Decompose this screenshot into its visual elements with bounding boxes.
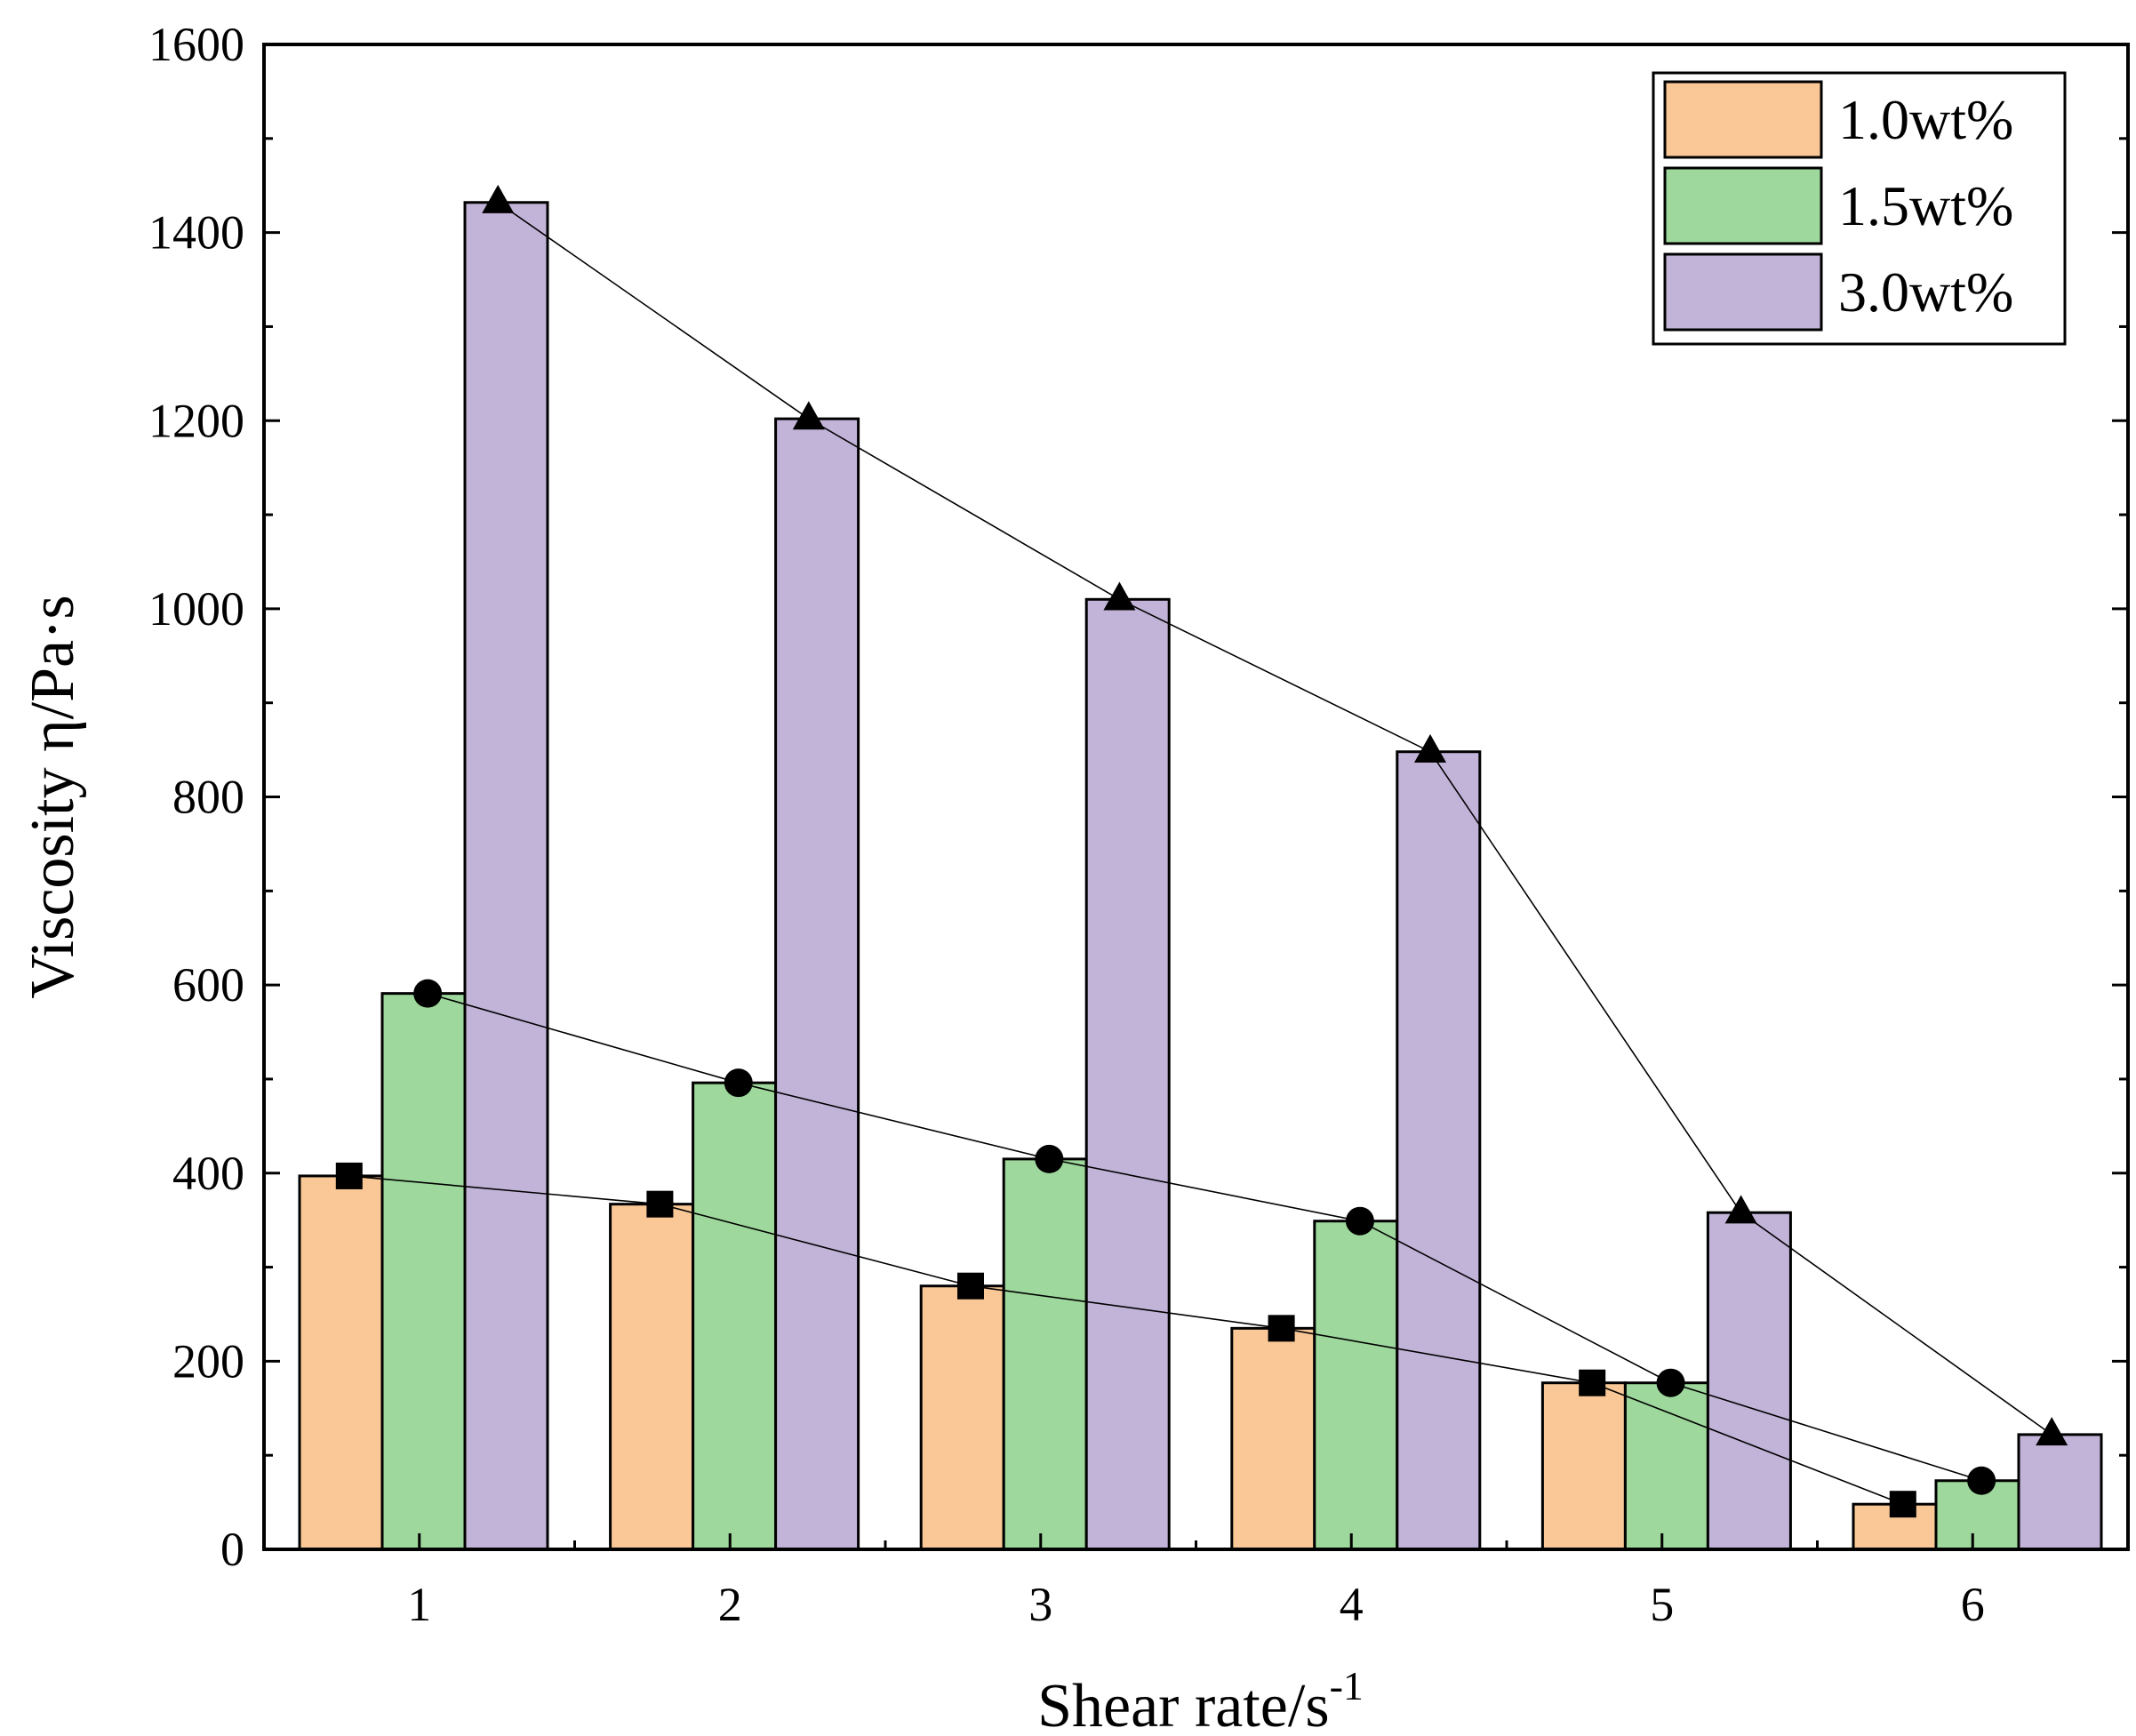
x-axis-title-superscript: -1	[1330, 1663, 1364, 1708]
bar-3-0wt--rate-2	[774, 417, 860, 1551]
bars-layer	[298, 201, 2103, 1551]
x-tick-label: 2	[718, 1578, 742, 1631]
marker-3-0wt--rate-6	[2036, 1417, 2068, 1446]
marker-3-0wt--rate-4	[1414, 733, 1446, 763]
bar-1-0wt--rate-2	[609, 1203, 695, 1551]
legend-swatch-1-5wt	[1663, 166, 1823, 245]
x-tick-label: 3	[1028, 1578, 1052, 1631]
y-tick-label: 600	[172, 958, 244, 1012]
legend-label-1-5wt: 1.5wt%	[1838, 174, 2013, 237]
y-tick-label: 200	[172, 1334, 244, 1388]
marker-3-0wt--rate-3	[1103, 581, 1136, 611]
trend-line-3-0wt-	[497, 202, 2052, 1436]
y-tick-label: 1200	[148, 394, 244, 447]
marker-1-0wt--rate-4	[1268, 1315, 1295, 1342]
x-axis: 1 2 3 4 5 6	[262, 1533, 2130, 1631]
y-tick-label: 1600	[148, 18, 244, 71]
bar-1-0wt--rate-1	[298, 1174, 384, 1551]
marker-3-0wt--rate-2	[792, 401, 825, 430]
x-tick-label: 6	[1961, 1578, 1985, 1631]
bar-1-5wt--rate-3	[1002, 1157, 1088, 1551]
bar-1-0wt--rate-4	[1230, 1326, 1316, 1551]
x-tick-label: 1	[407, 1578, 431, 1631]
x-axis-title: Shear rate/s-1	[1037, 1663, 1364, 1736]
marker-3-0wt--rate-1	[482, 184, 515, 213]
bar-3-0wt--rate-3	[1084, 597, 1171, 1551]
y-tick-label: 1000	[148, 582, 244, 636]
bar-1-5wt--rate-2	[692, 1081, 778, 1551]
x-axis-title-text: Shear rate/s	[1037, 1672, 1329, 1736]
marker-1-5wt--rate-4	[1345, 1206, 1374, 1236]
legend-swatch-1-0wt	[1663, 80, 1823, 159]
bar-3-0wt--rate-5	[1706, 1211, 1792, 1551]
marker-3-0wt--rate-5	[1724, 1195, 1757, 1224]
marker-1-0wt--rate-2	[646, 1190, 674, 1218]
legend: 1.0wt% 1.5wt% 3.0wt%	[1652, 71, 2067, 346]
trend-lines-layer	[348, 202, 2052, 1505]
y-tick-label: 0	[220, 1523, 244, 1576]
bar-3-0wt--rate-6	[2017, 1433, 2103, 1551]
y-tick-label: 400	[172, 1147, 244, 1200]
bar-1-5wt--rate-1	[380, 992, 467, 1551]
marker-1-0wt--rate-1	[335, 1162, 363, 1189]
y-axis-title: Viscosity η/Pa·s	[19, 595, 87, 998]
bar-1-0wt--rate-3	[919, 1284, 1005, 1551]
marker-1-5wt--rate-5	[1656, 1368, 1685, 1397]
bar-3-0wt--rate-4	[1396, 750, 1482, 1551]
legend-label-3-0wt: 3.0wt%	[1838, 260, 2013, 324]
bar-3-0wt--rate-1	[463, 201, 549, 1551]
bar-1-5wt--rate-4	[1313, 1220, 1399, 1551]
x-tick-label: 5	[1650, 1578, 1674, 1631]
trend-line-1-5wt-	[427, 992, 1982, 1482]
y-axis: 0 200 400 600 800 1000 1200 1400 1600	[148, 18, 2128, 1576]
markers-layer	[335, 184, 2068, 1518]
marker-1-0wt--rate-3	[957, 1272, 984, 1300]
trend-line-1-0wt-	[348, 1175, 1904, 1505]
bar-1-0wt--rate-5	[1540, 1381, 1627, 1551]
marker-1-0wt--rate-6	[1889, 1491, 1916, 1518]
y-tick-label: 1400	[148, 206, 244, 260]
bar-1-5wt--rate-5	[1623, 1381, 1709, 1551]
x-tick-label: 4	[1340, 1578, 1364, 1631]
y-tick-label: 800	[172, 771, 244, 824]
legend-label-1-0wt: 1.0wt%	[1838, 88, 2013, 151]
marker-1-5wt--rate-1	[413, 979, 443, 1008]
marker-1-0wt--rate-5	[1579, 1369, 1606, 1396]
marker-1-5wt--rate-3	[1035, 1144, 1064, 1173]
marker-1-5wt--rate-2	[724, 1068, 753, 1098]
legend-swatch-3-0wt	[1663, 252, 1823, 332]
marker-1-5wt--rate-6	[1967, 1466, 1996, 1495]
